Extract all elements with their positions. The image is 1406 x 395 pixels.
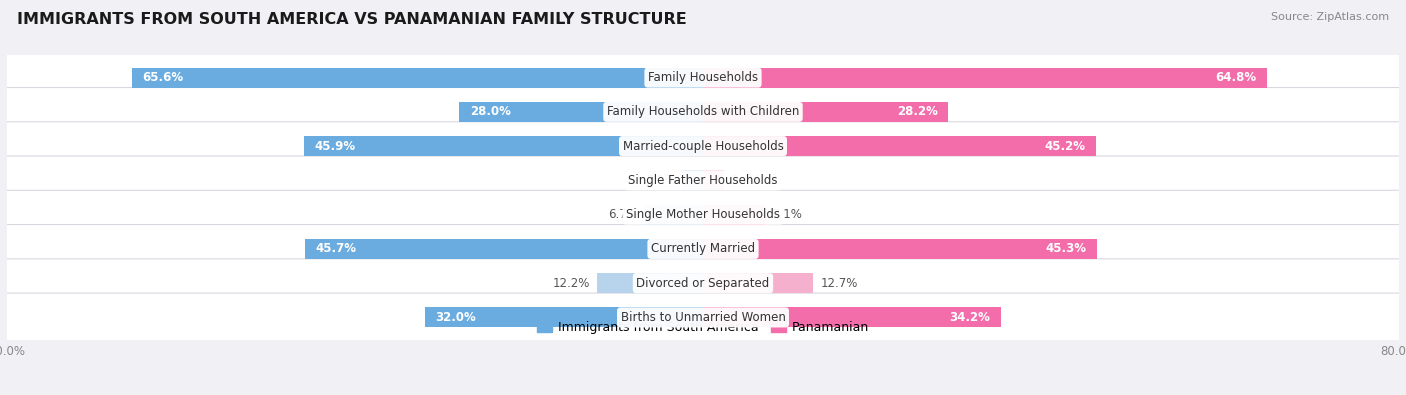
Bar [703, 170, 724, 190]
Text: 28.2%: 28.2% [897, 105, 938, 118]
Text: 6.7%: 6.7% [607, 208, 638, 221]
Text: 45.2%: 45.2% [1045, 139, 1085, 152]
Text: 12.7%: 12.7% [821, 276, 858, 290]
Bar [598, 273, 703, 293]
Text: 32.0%: 32.0% [434, 311, 475, 324]
FancyBboxPatch shape [0, 293, 1406, 342]
Text: Currently Married: Currently Married [651, 243, 755, 256]
Text: IMMIGRANTS FROM SOUTH AMERICA VS PANAMANIAN FAMILY STRUCTURE: IMMIGRANTS FROM SOUTH AMERICA VS PANAMAN… [17, 12, 686, 27]
Bar [703, 136, 1097, 156]
Text: Family Households: Family Households [648, 71, 758, 84]
Text: 45.9%: 45.9% [314, 139, 356, 152]
Text: Married-couple Households: Married-couple Households [623, 139, 783, 152]
Text: Single Father Households: Single Father Households [628, 174, 778, 187]
Text: 45.3%: 45.3% [1046, 243, 1087, 256]
Text: 65.6%: 65.6% [143, 71, 184, 84]
Bar [703, 239, 1097, 259]
FancyBboxPatch shape [0, 156, 1406, 205]
Bar [305, 239, 703, 259]
Text: 2.3%: 2.3% [647, 174, 676, 187]
Bar [425, 307, 703, 327]
Text: 28.0%: 28.0% [470, 105, 510, 118]
Text: Source: ZipAtlas.com: Source: ZipAtlas.com [1271, 12, 1389, 22]
Bar [703, 307, 1001, 327]
Bar [703, 68, 1267, 88]
Text: Family Households with Children: Family Households with Children [607, 105, 799, 118]
Text: 12.2%: 12.2% [553, 276, 591, 290]
Text: Single Mother Households: Single Mother Households [626, 208, 780, 221]
Text: 34.2%: 34.2% [949, 311, 990, 324]
Bar [645, 205, 703, 225]
FancyBboxPatch shape [0, 225, 1406, 273]
Bar [703, 273, 814, 293]
FancyBboxPatch shape [0, 122, 1406, 170]
Text: Births to Unmarried Women: Births to Unmarried Women [620, 311, 786, 324]
Bar [460, 102, 703, 122]
Bar [304, 136, 703, 156]
FancyBboxPatch shape [0, 190, 1406, 239]
Text: 2.4%: 2.4% [731, 174, 761, 187]
Bar [703, 205, 765, 225]
Text: 64.8%: 64.8% [1215, 71, 1257, 84]
Text: Divorced or Separated: Divorced or Separated [637, 276, 769, 290]
FancyBboxPatch shape [0, 53, 1406, 102]
FancyBboxPatch shape [0, 88, 1406, 136]
FancyBboxPatch shape [0, 259, 1406, 307]
Bar [683, 170, 703, 190]
Bar [132, 68, 703, 88]
Bar [703, 102, 948, 122]
Text: 7.1%: 7.1% [772, 208, 801, 221]
Legend: Immigrants from South America, Panamanian: Immigrants from South America, Panamania… [531, 316, 875, 339]
Text: 45.7%: 45.7% [316, 243, 357, 256]
